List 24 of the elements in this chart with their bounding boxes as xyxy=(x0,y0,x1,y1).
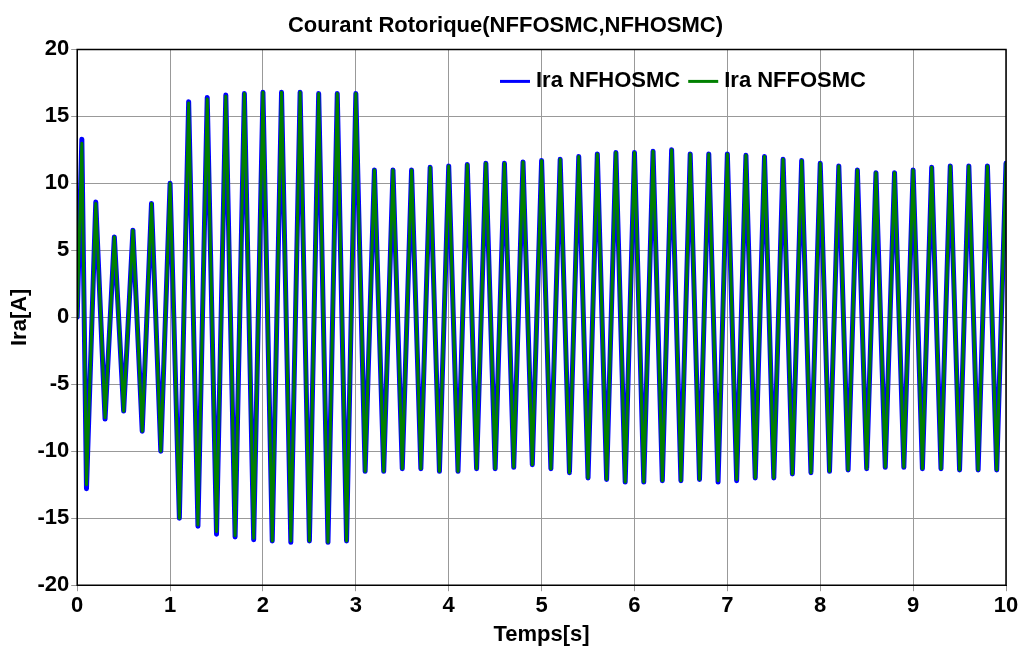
x-tick-label: 2 xyxy=(256,592,270,618)
x-axis-title: Temps[s] xyxy=(493,620,590,646)
x-tick-label: 9 xyxy=(906,592,920,618)
x-tick-label: 5 xyxy=(535,592,548,618)
legend-label: Ira NFHOSMC xyxy=(535,67,681,93)
y-tick-label: -20 xyxy=(37,571,70,597)
chart-title: Courant Rotorique(NFFOSMC,NFHOSMC) xyxy=(287,12,724,38)
y-tick-label: 10 xyxy=(44,169,70,195)
y-axis-title: Ira[A] xyxy=(6,288,32,347)
x-tick-label: 7 xyxy=(721,592,734,618)
x-tick-label: 4 xyxy=(442,592,456,618)
y-tick-label: -10 xyxy=(37,437,70,463)
y-tick-label: 5 xyxy=(56,236,70,262)
y-tick-label: 15 xyxy=(44,102,70,128)
x-tick-label: 1 xyxy=(163,592,177,618)
x-tick-label: 6 xyxy=(628,592,641,618)
y-tick-label: -15 xyxy=(37,504,70,530)
x-tick-label: 3 xyxy=(349,592,362,618)
legend-label: Ira NFFOSMC xyxy=(724,67,867,93)
y-tick-label: -5 xyxy=(49,370,70,396)
y-tick-label: 0 xyxy=(56,303,70,329)
x-tick-label: 10 xyxy=(993,592,1019,618)
x-tick-label: 8 xyxy=(814,592,827,618)
y-tick-label: 20 xyxy=(44,35,70,61)
